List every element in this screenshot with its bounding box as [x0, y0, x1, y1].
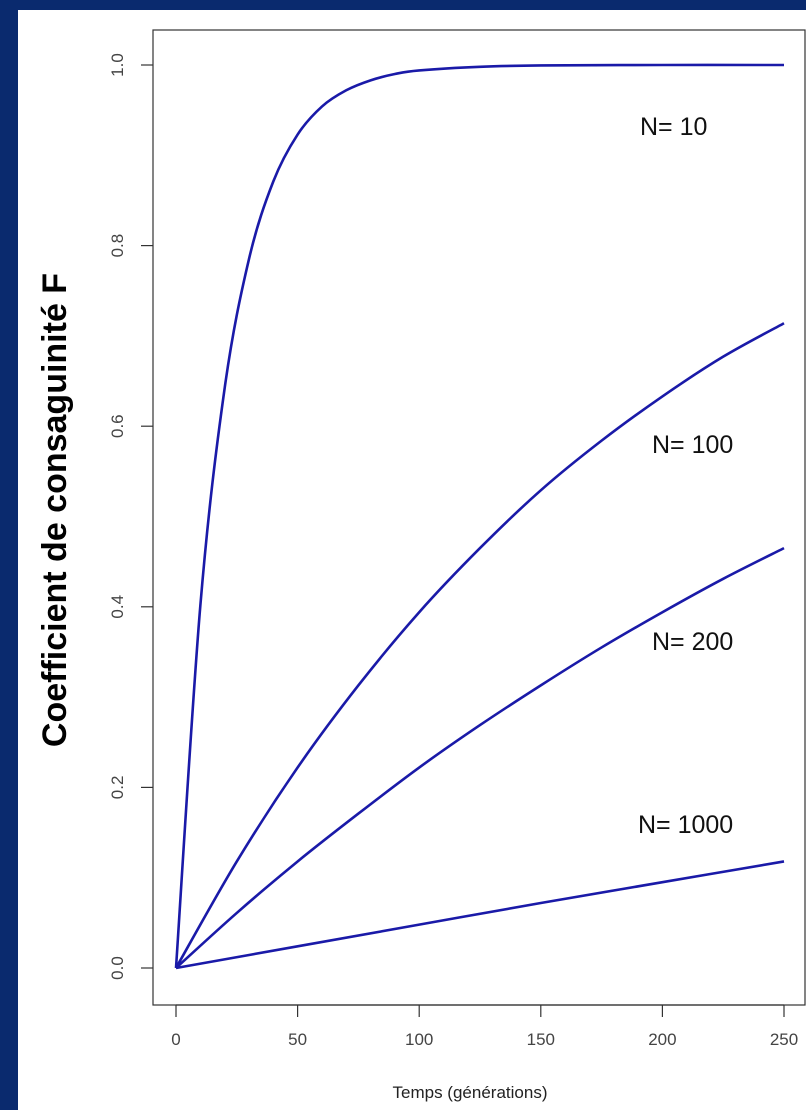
series-line-2 [175, 546, 785, 969]
series-lines [174, 63, 785, 970]
axes: 0 50 100 150 200 250 0.0 0.2 0.4 0.6 0.8 1.0 [108, 53, 798, 1049]
series-label: N= 200 [652, 628, 733, 656]
y-axis-label: Coefficient de consaguinité F [36, 273, 74, 747]
series-line-0 [174, 63, 785, 969]
y-tick-label: 1.0 [108, 53, 127, 77]
series-label: N= 10 [640, 113, 707, 141]
plot-area [152, 29, 806, 1006]
x-tick-label: 50 [288, 1030, 307, 1049]
series-line-3 [175, 860, 785, 970]
series-label: N= 1000 [638, 811, 733, 839]
x-tick-label: 100 [405, 1030, 433, 1049]
x-tick-label: 200 [648, 1030, 676, 1049]
series-label: N= 100 [652, 431, 733, 459]
y-tick-label: 0.6 [108, 414, 127, 438]
x-tick-label: 250 [770, 1030, 798, 1049]
series-line-1 [174, 322, 785, 969]
x-tick-label: 0 [171, 1030, 180, 1049]
y-tick-label: 0.4 [108, 595, 127, 619]
x-axis-label: Temps (générations) [393, 1083, 548, 1102]
y-tick-label: 0.8 [108, 234, 127, 258]
series-labels: N= 10 N= 100 N= 200 N= 1000 [638, 113, 733, 839]
y-tick-label: 0.2 [108, 776, 127, 800]
x-tick-label: 150 [527, 1030, 555, 1049]
y-tick-label: 0.0 [108, 956, 127, 980]
chart-frame: 0 50 100 150 200 250 0.0 0.2 0.4 0.6 0.8 1.0 N= 10 N… [18, 10, 806, 1110]
